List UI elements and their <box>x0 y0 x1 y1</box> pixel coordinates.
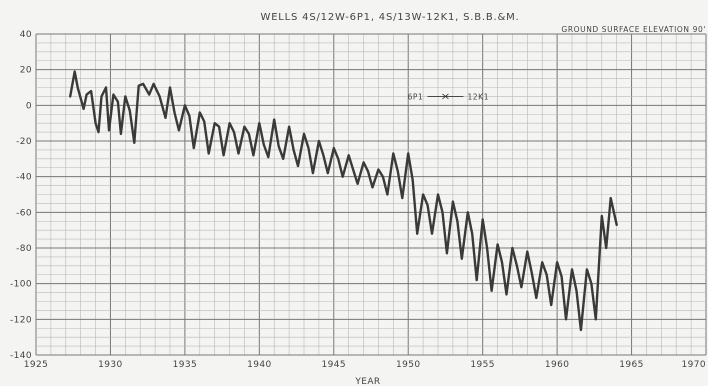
y-tick-label: 0 <box>26 101 32 111</box>
x-tick-label: 1965 <box>619 360 644 370</box>
x-tick-label: 1955 <box>470 360 495 370</box>
well-transition-marker: 6P1 12K1 <box>408 92 489 101</box>
x-tick-label: 1945 <box>322 360 347 370</box>
series-group <box>68 70 618 332</box>
chart-title: WELLS 4S/12W-6P1, 4S/13W-12K1, S.B.B.&M. <box>261 12 520 23</box>
y-tick-label: -100 <box>10 280 32 290</box>
ground-elevation-annotation: GROUND SURFACE ELEVATION 90' <box>561 25 706 34</box>
y-tick-label: -120 <box>10 315 32 325</box>
x-tick-label: 1950 <box>396 360 421 370</box>
x-tick-label: 1960 <box>545 360 570 370</box>
y-tick-label: -80 <box>16 244 32 254</box>
x-tick-label: 1970 <box>681 360 706 370</box>
y-tick-label: 40 <box>20 30 32 40</box>
x-tick-label: 1935 <box>173 360 198 370</box>
series-line-0 <box>68 70 618 332</box>
well-left-label: 6P1 <box>408 92 424 101</box>
x-tick-label: 1925 <box>24 360 49 370</box>
x-axis-ticks: 1925 1930 1935 1940 1945 1950 1955 1960 1965 1970 <box>24 360 706 370</box>
y-tick-label: 20 <box>20 66 32 76</box>
y-tick-label: -60 <box>16 208 32 218</box>
y-tick-label: -140 <box>10 351 32 361</box>
transition-arrow-right <box>444 93 449 100</box>
y-tick-label: -20 <box>16 137 32 147</box>
well-right-label: 12K1 <box>467 92 489 101</box>
y-tick-label: -40 <box>16 173 32 183</box>
x-tick-label: 1940 <box>247 360 272 370</box>
y-axis-ticks: 40 20 0 -20 -40 -60 -80 -100 -120 -140 <box>10 30 32 361</box>
grid <box>35 33 707 356</box>
x-axis-label: YEAR <box>354 377 380 386</box>
x-tick-label: 1930 <box>98 360 123 370</box>
